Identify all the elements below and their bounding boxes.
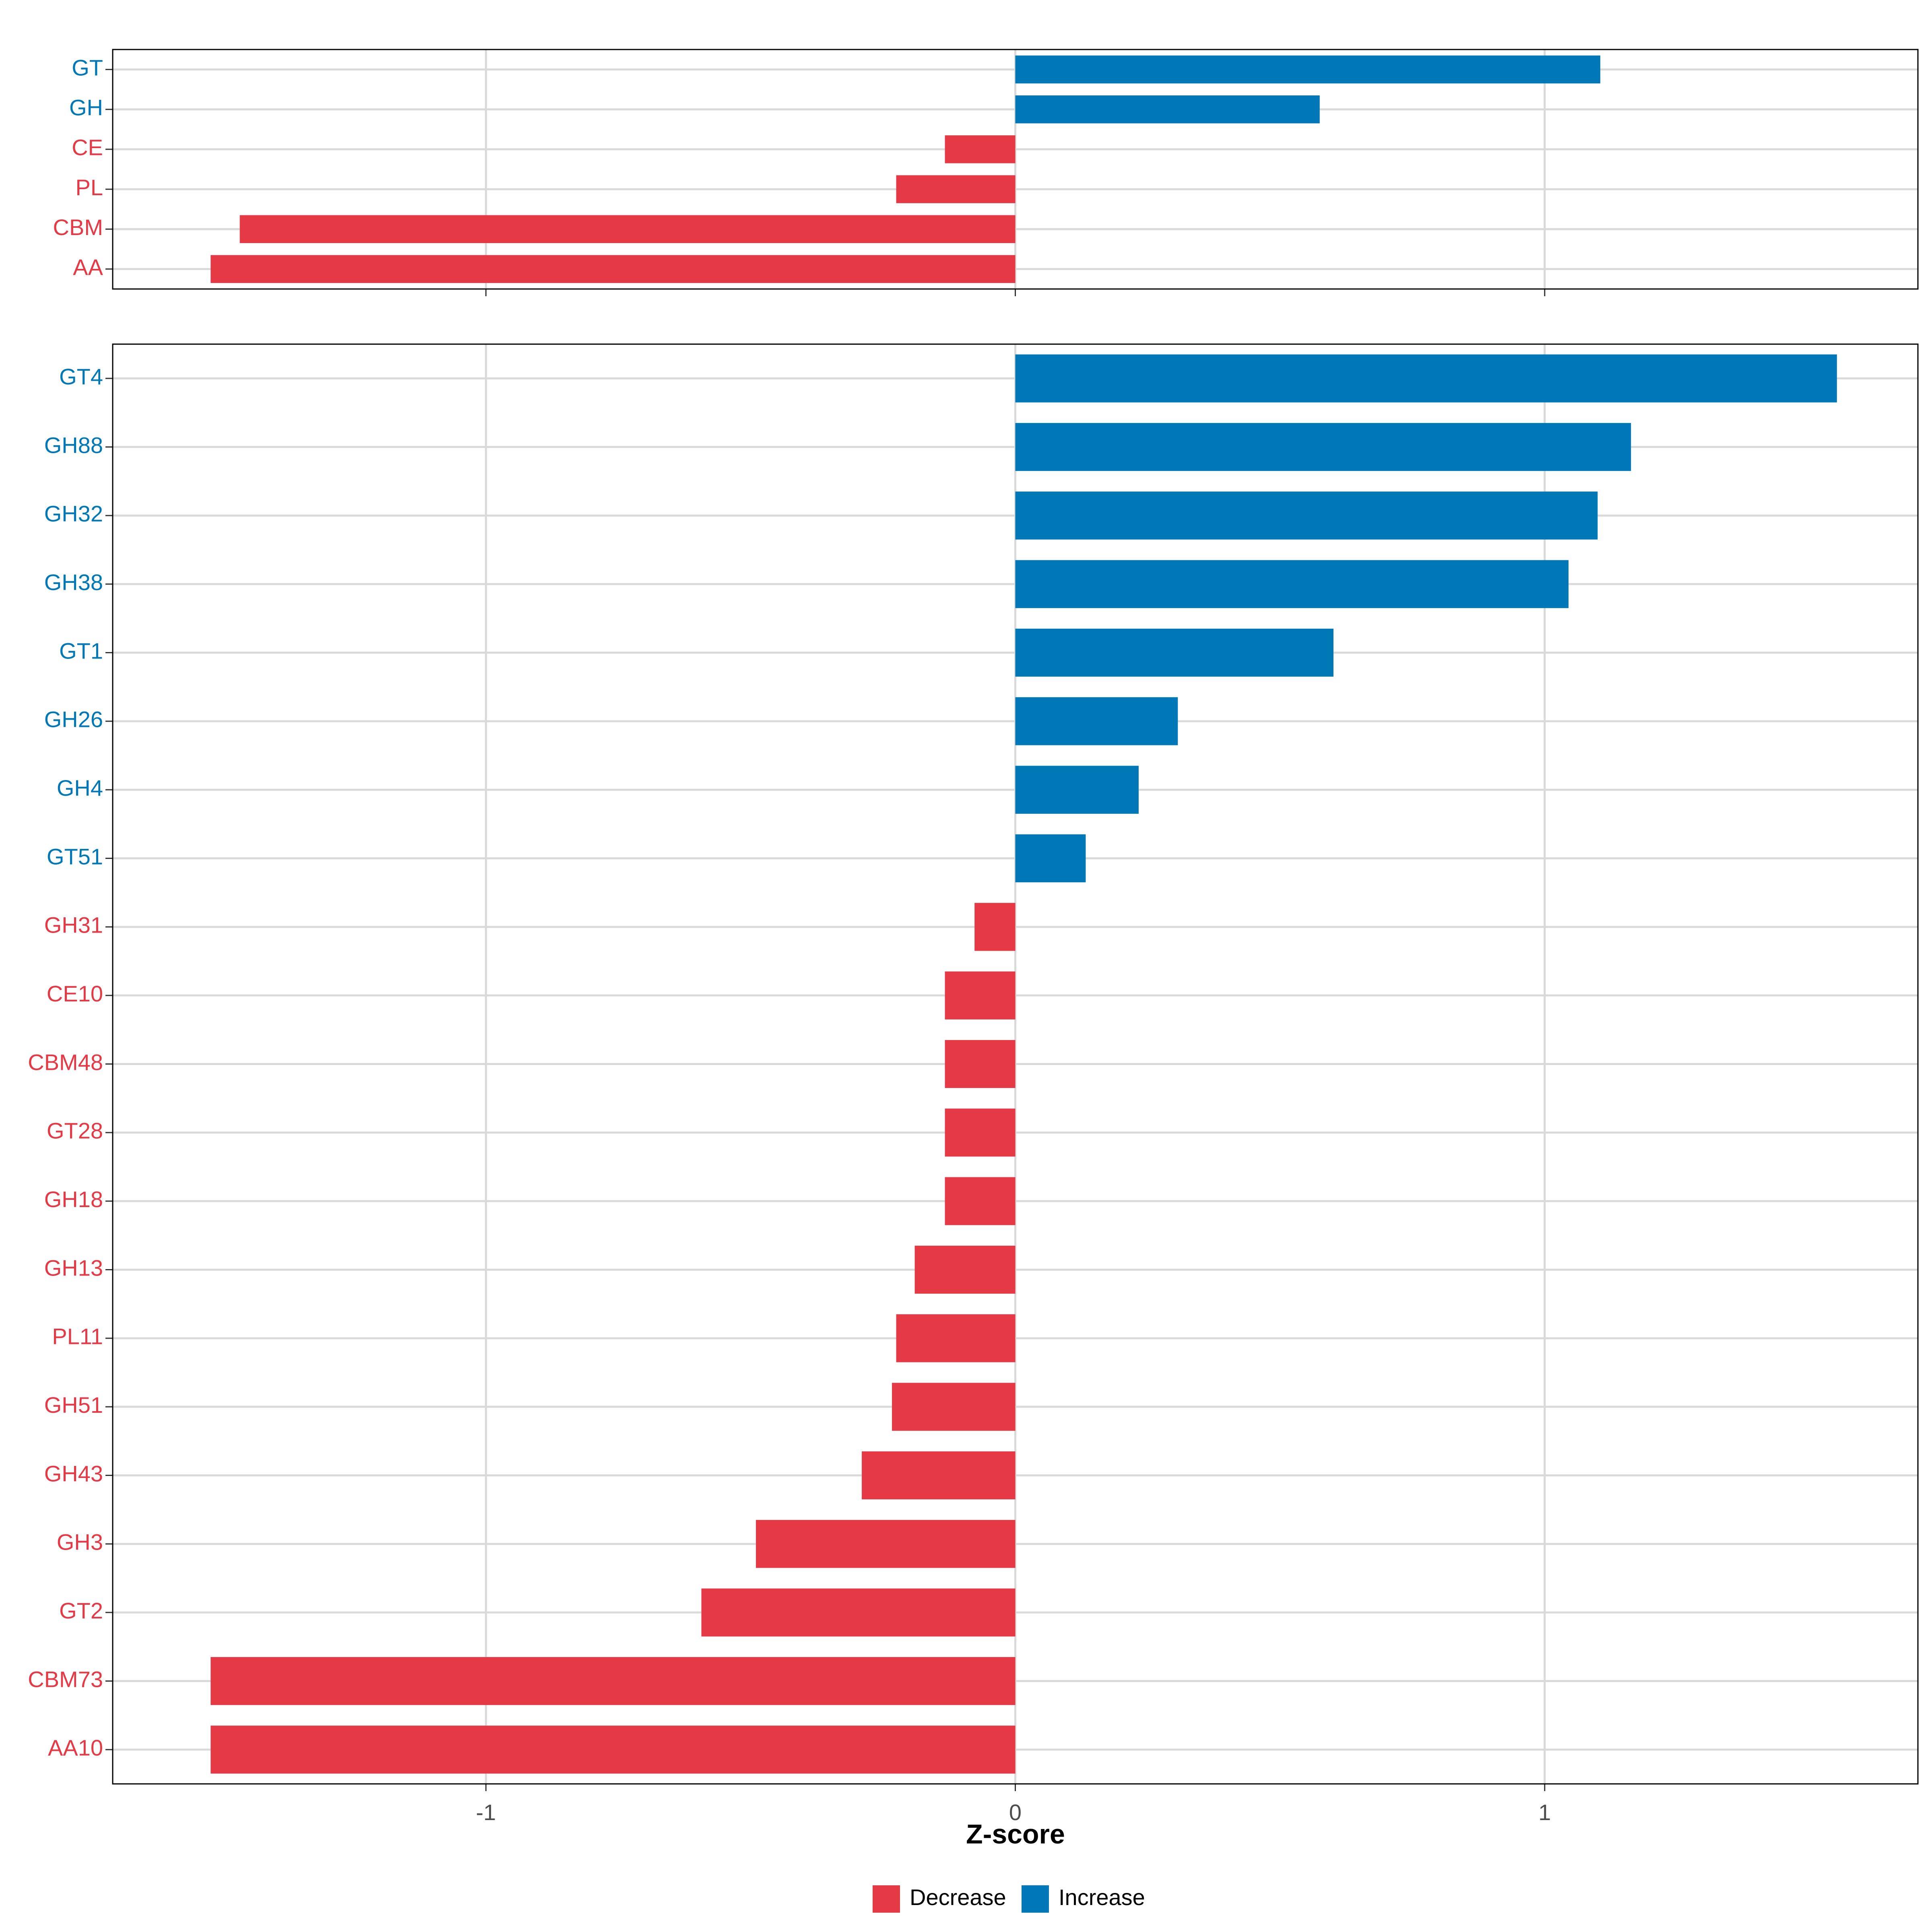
bar-ce bbox=[945, 135, 1016, 163]
y-label-gh43: GH43 bbox=[44, 1461, 103, 1486]
bar-gt bbox=[1015, 55, 1600, 84]
y-label-gh18: GH18 bbox=[44, 1187, 103, 1212]
y-label-cbm73: CBM73 bbox=[28, 1666, 103, 1692]
bar-gt2 bbox=[701, 1588, 1016, 1637]
bar-gh51 bbox=[892, 1383, 1016, 1431]
bar-gh13 bbox=[914, 1245, 1016, 1294]
bar-gh4 bbox=[1015, 766, 1139, 814]
legend-item-decrease: Decrease bbox=[873, 1885, 1006, 1913]
bar-pl bbox=[896, 175, 1016, 203]
bar-gh18 bbox=[945, 1177, 1016, 1225]
y-label-gh51: GH51 bbox=[44, 1392, 103, 1418]
bar-cbm48 bbox=[945, 1040, 1016, 1088]
y-label-gt: GT bbox=[72, 55, 103, 80]
y-label-gh88: GH88 bbox=[44, 432, 103, 458]
legend-label-decrease: Decrease bbox=[910, 1885, 1006, 1910]
y-label-cbm48: CBM48 bbox=[28, 1049, 103, 1075]
bar-aa bbox=[211, 255, 1016, 283]
y-label-ce10: CE10 bbox=[47, 981, 103, 1006]
bottom-panel: GT4 GH88 GH32 GH38 GT1 GH26 GH4 GT51 GH31 CE10 CBM… bbox=[28, 343, 1919, 1791]
y-label-aa10: AA10 bbox=[48, 1735, 103, 1761]
x-tick-label: -1 bbox=[476, 1800, 496, 1825]
y-label-gh: GH bbox=[69, 95, 103, 120]
bar-gh bbox=[1015, 95, 1320, 124]
bar-gt1 bbox=[1015, 628, 1333, 677]
y-label-cbm: CBM bbox=[53, 215, 103, 240]
legend: Decrease Increase bbox=[873, 1885, 1145, 1913]
y-label-gt4: GT4 bbox=[59, 364, 103, 389]
bar-pl11 bbox=[896, 1314, 1016, 1362]
y-label-aa: AA bbox=[73, 254, 103, 280]
legend-swatch-increase bbox=[1022, 1885, 1049, 1913]
y-label-gh26: GH26 bbox=[44, 707, 103, 732]
y-label-gt2: GT2 bbox=[59, 1598, 103, 1623]
y-label-pl11: PL11 bbox=[52, 1324, 103, 1349]
bar-gt51 bbox=[1015, 834, 1086, 883]
y-label-gh38: GH38 bbox=[44, 570, 103, 595]
bar-gh3 bbox=[756, 1520, 1016, 1568]
y-label-gt51: GT51 bbox=[47, 844, 103, 869]
x-axis-title: Z-score bbox=[966, 1819, 1065, 1849]
y-label-gh32: GH32 bbox=[44, 501, 103, 526]
top-panel: GT GH CE PL CBM AA bbox=[53, 49, 1919, 296]
bar-gh38 bbox=[1015, 560, 1569, 608]
top-panel-border bbox=[112, 49, 1919, 290]
y-label-gt28: GT28 bbox=[47, 1118, 103, 1144]
bar-gh31 bbox=[974, 903, 1016, 951]
bar-gh88 bbox=[1015, 423, 1631, 471]
bar-cbm73 bbox=[211, 1657, 1016, 1705]
x-tick-label: 0 bbox=[1009, 1800, 1022, 1825]
y-label-gt1: GT1 bbox=[59, 638, 103, 663]
bar-ce10 bbox=[945, 971, 1016, 1020]
legend-label-increase: Increase bbox=[1059, 1885, 1145, 1910]
x-axis: -1 0 1 bbox=[476, 1800, 1551, 1825]
bottom-panel-border bbox=[112, 343, 1919, 1785]
bar-gh43 bbox=[862, 1451, 1016, 1500]
bar-gh26 bbox=[1015, 697, 1178, 745]
bar-gh32 bbox=[1015, 491, 1598, 540]
bar-cbm bbox=[239, 215, 1016, 243]
y-label-gh3: GH3 bbox=[57, 1530, 103, 1555]
y-label-ce: CE bbox=[72, 135, 103, 160]
bar-aa10 bbox=[211, 1726, 1016, 1774]
legend-swatch-decrease bbox=[873, 1885, 900, 1913]
x-tick-label: 1 bbox=[1538, 1800, 1551, 1825]
y-label-gh13: GH13 bbox=[44, 1255, 103, 1280]
y-label-gh4: GH4 bbox=[57, 775, 103, 801]
y-label-pl: PL bbox=[76, 175, 103, 200]
bar-gt28 bbox=[945, 1108, 1016, 1157]
legend-item-increase: Increase bbox=[1022, 1885, 1145, 1913]
y-label-gh31: GH31 bbox=[44, 912, 103, 938]
bar-gt4 bbox=[1015, 354, 1837, 402]
